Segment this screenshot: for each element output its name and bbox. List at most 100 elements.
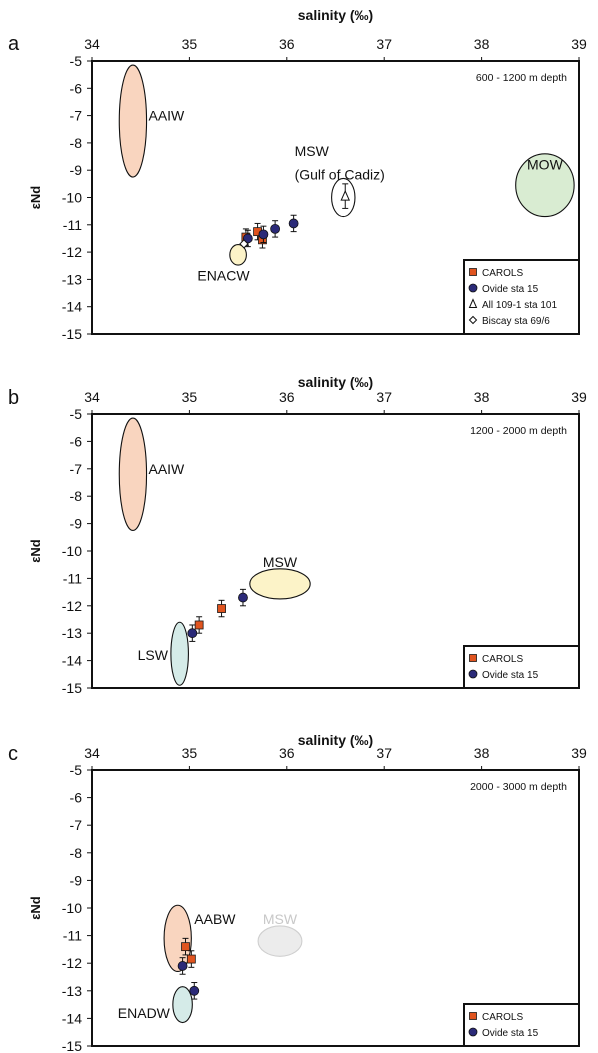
y-tick-label: -10 bbox=[62, 190, 82, 206]
data-point-square bbox=[181, 942, 190, 952]
data-point-circle bbox=[258, 229, 269, 240]
water-mass-outline-ellipse bbox=[331, 177, 356, 218]
water-mass-label: AABW bbox=[194, 911, 236, 927]
y-tick-label: -12 bbox=[62, 244, 82, 260]
y-tick-label: -11 bbox=[63, 570, 82, 586]
water-mass-label: AAIW bbox=[148, 461, 185, 477]
data-point-square bbox=[186, 954, 196, 964]
legend-label: Biscay sta 69/6 bbox=[482, 316, 550, 327]
x-tick-label: 35 bbox=[182, 389, 198, 405]
legend-label: CAROLS bbox=[482, 268, 523, 279]
y-tick-label: -10 bbox=[62, 543, 82, 559]
y-tick-label: -11 bbox=[63, 217, 82, 233]
panel-c: c salinity (‰) 34 35 36 37 38 39 -5 -6 -7 -8 -9 -10 -1… bbox=[8, 732, 587, 1053]
x-tick-label: 37 bbox=[376, 36, 392, 52]
y-tick-label: -9 bbox=[70, 872, 83, 888]
x-tick-label: 35 bbox=[182, 36, 198, 52]
data-point-square bbox=[194, 620, 204, 630]
y-tick-label: -15 bbox=[62, 326, 82, 342]
panel-letter: a bbox=[8, 33, 20, 55]
y-tick-label: -14 bbox=[62, 299, 82, 315]
water-mass-aaiw-ellipse bbox=[118, 64, 148, 178]
x-tick-label: 35 bbox=[182, 745, 198, 761]
x-tick-label: 37 bbox=[376, 745, 392, 761]
depth-label: 1200 - 2000 m depth bbox=[470, 425, 567, 437]
y-tick-label: -9 bbox=[70, 162, 83, 178]
y-tick-label: -11 bbox=[63, 928, 82, 944]
depth-label: 600 - 1200 m depth bbox=[476, 72, 567, 84]
y-tick-label: -13 bbox=[62, 983, 82, 999]
y-tick-label: -6 bbox=[70, 790, 83, 806]
legend-label: All 109-1 sta 101 bbox=[482, 300, 557, 311]
data-point-diamond bbox=[239, 239, 249, 249]
legend-marker-diamond bbox=[468, 315, 478, 325]
x-tick-label: 36 bbox=[279, 389, 295, 405]
y-tick-label: -15 bbox=[62, 1038, 82, 1053]
x-tick-label: 39 bbox=[571, 745, 587, 761]
y-tick-label: -7 bbox=[70, 817, 83, 833]
water-mass-label: LSW bbox=[138, 647, 169, 663]
x-tick-label: 38 bbox=[474, 36, 490, 52]
x-tick-label: 38 bbox=[474, 389, 490, 405]
y-tick-label: -5 bbox=[70, 762, 83, 778]
legend-label: CAROLS bbox=[482, 1012, 523, 1023]
legend-marker-square bbox=[469, 654, 477, 662]
water-mass-label: MSW bbox=[263, 554, 298, 570]
plot-frame bbox=[91, 60, 580, 335]
data-point-circle bbox=[187, 628, 198, 639]
data-point-circle bbox=[270, 223, 281, 234]
y-tick-label: -6 bbox=[70, 80, 83, 96]
y-tick-label: -12 bbox=[62, 955, 82, 971]
y-tick-label: -14 bbox=[62, 653, 82, 669]
y-tick-label: -5 bbox=[70, 406, 83, 422]
x-tick-label: 34 bbox=[84, 745, 100, 761]
y-axis-title: εNd bbox=[28, 539, 43, 563]
y-tick-label: -6 bbox=[70, 433, 83, 449]
x-tick-label: 39 bbox=[571, 36, 587, 52]
x-axis-title: salinity (‰) bbox=[298, 374, 373, 390]
legend-label: Ovide sta 15 bbox=[482, 1028, 539, 1039]
water-mass-mow-ellipse bbox=[515, 153, 575, 218]
y-tick-label: -13 bbox=[62, 271, 82, 287]
water-mass-aaiw-ellipse bbox=[118, 417, 148, 531]
water-mass-label: MSW bbox=[263, 911, 298, 927]
y-tick-label: -8 bbox=[70, 845, 83, 861]
data-point-triangle bbox=[340, 189, 351, 201]
water-mass-msw-ellipse bbox=[257, 925, 303, 957]
y-tick-label: -9 bbox=[70, 516, 83, 532]
y-tick-label: -7 bbox=[70, 108, 83, 124]
annotation-text: (Gulf of Cadiz) bbox=[295, 166, 385, 182]
y-tick-label: -5 bbox=[70, 53, 83, 69]
panel-letter: b bbox=[8, 387, 19, 409]
annotation-text: MSW bbox=[295, 143, 330, 159]
y-tick-label: -13 bbox=[62, 625, 82, 641]
legend-box bbox=[463, 259, 580, 335]
legend-label: Ovide sta 15 bbox=[482, 284, 539, 295]
x-tick-label: 38 bbox=[474, 745, 490, 761]
legend-box bbox=[463, 645, 580, 689]
panel-letter: c bbox=[8, 743, 18, 765]
x-axis-title: salinity (‰) bbox=[298, 732, 373, 748]
data-point-circle bbox=[238, 592, 248, 603]
data-point-square bbox=[217, 604, 226, 613]
legend-marker-square bbox=[469, 1012, 477, 1020]
panel-a: a salinity (‰) 34 35 36 37 38 39 -5 -6 -7 -8 -9 -10 -1… bbox=[8, 7, 587, 342]
water-mass-label: ENADW bbox=[118, 1005, 171, 1021]
x-tick-label: 39 bbox=[571, 389, 587, 405]
y-axis-title: εNd bbox=[28, 186, 43, 210]
legend-marker-square bbox=[469, 268, 477, 276]
water-mass-label: ENACW bbox=[197, 267, 250, 283]
y-axis-title: εNd bbox=[28, 896, 43, 920]
depth-label: 2000 - 3000 m depth bbox=[470, 781, 567, 793]
water-mass-lsw-ellipse bbox=[170, 621, 189, 686]
legend-marker-circle bbox=[468, 283, 478, 293]
plot-frame bbox=[91, 769, 580, 1047]
y-tick-label: -8 bbox=[70, 135, 83, 151]
y-tick-label: -15 bbox=[62, 680, 82, 696]
water-mass-label: AAIW bbox=[148, 108, 185, 124]
y-tick-label: -12 bbox=[62, 598, 82, 614]
legend-marker-triangle bbox=[468, 298, 478, 308]
water-mass-enadw-ellipse bbox=[172, 986, 193, 1024]
legend-marker-circle bbox=[468, 669, 478, 679]
water-mass-msw-ellipse bbox=[249, 568, 311, 600]
